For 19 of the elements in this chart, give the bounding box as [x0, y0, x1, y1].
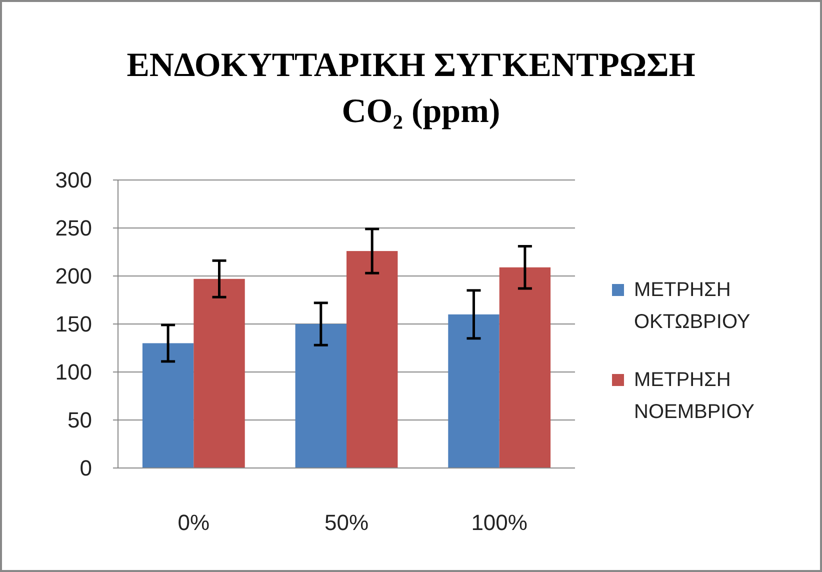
x-tick-label: 50%	[324, 510, 369, 535]
y-tick-label: 100	[55, 360, 92, 385]
legend-label: ΜΕΤΡΗΣΗ ΟΚΤΩΒΡΙΟΥ	[634, 279, 750, 333]
y-tick-label: 300	[55, 168, 92, 193]
y-tick-label: 150	[55, 312, 92, 337]
legend-label: ΜΕΤΡΗΣΗ ΝΟΕΜΒΡΙΟΥ	[634, 369, 754, 423]
x-tick-label: 100%	[471, 510, 528, 535]
y-tick-label: 50	[68, 408, 92, 433]
bar	[295, 324, 346, 468]
bar	[142, 343, 194, 468]
x-tick-label: 0%	[178, 510, 210, 535]
bar	[448, 314, 500, 468]
y-tick-label: 0	[80, 456, 92, 481]
bar	[194, 278, 245, 468]
bar	[499, 267, 551, 468]
y-tick-label: 250	[55, 216, 92, 241]
bar	[346, 251, 398, 468]
y-tick-label: 200	[55, 264, 92, 289]
chart-title: ΕΝΔΟΚΥΤΤΑΡΙΚΗ ΣΥΓΚΕΝΤΡΩΣΗ CO₂ (ppm)	[126, 47, 696, 130]
